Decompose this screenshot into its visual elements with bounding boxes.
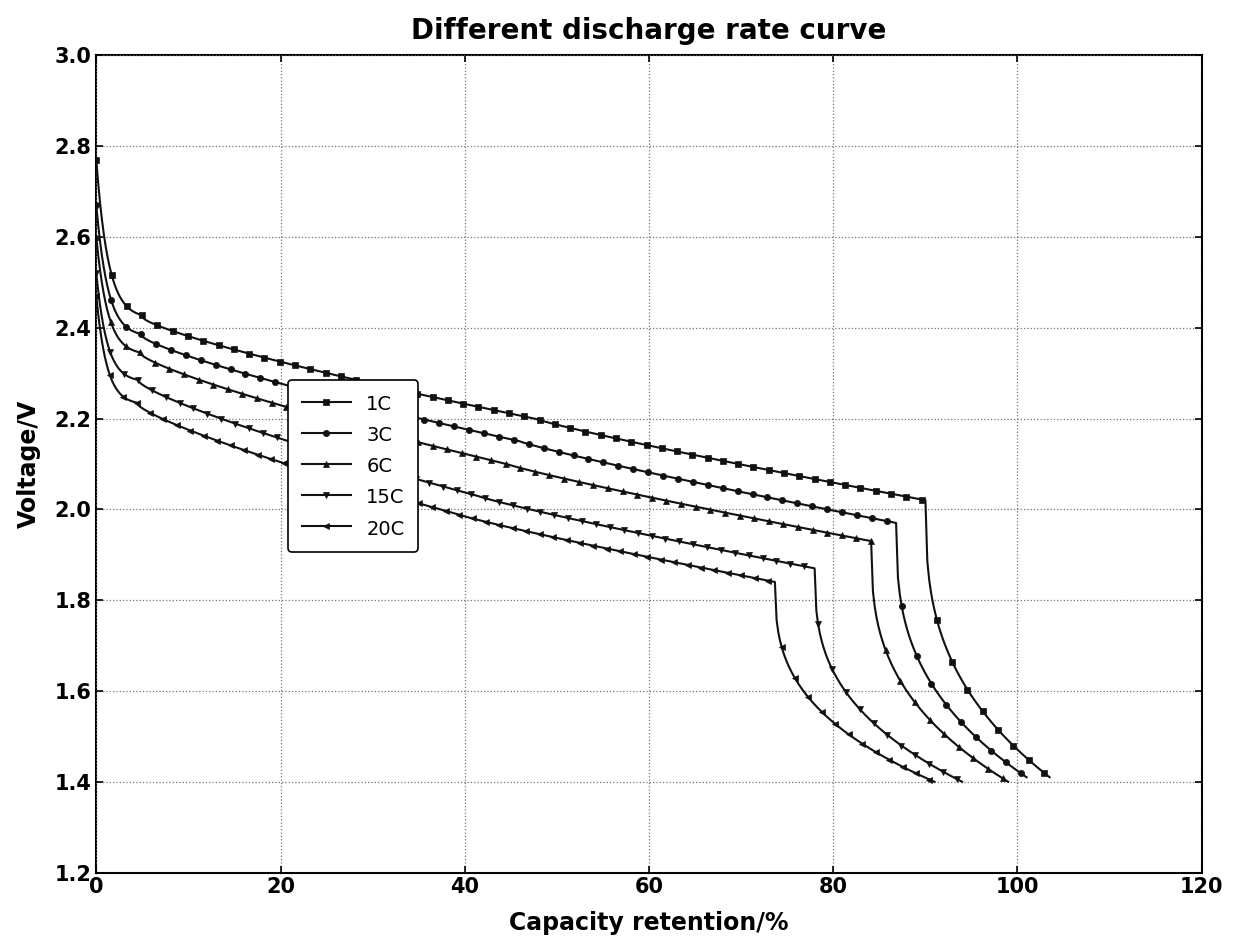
6C: [1001, 776, 1016, 787]
Title: Different discharge rate curve: Different discharge rate curve: [412, 17, 887, 45]
6C: [631, 489, 646, 501]
20C: [776, 646, 791, 658]
3C: [1019, 771, 1034, 783]
20C: [89, 290, 104, 302]
1C: [1042, 771, 1056, 783]
20C: [588, 541, 603, 552]
Legend: 1C, 3C, 6C, 15C, 20C: 1C, 3C, 6C, 15C, 20C: [289, 380, 418, 552]
3C: [536, 443, 551, 454]
6C: [522, 465, 537, 476]
3C: [89, 200, 104, 211]
15C: [934, 765, 949, 777]
3C: [531, 441, 546, 452]
1C: [870, 486, 885, 497]
15C: [89, 268, 104, 279]
20C: [906, 766, 921, 778]
20C: [492, 520, 507, 531]
1C: [656, 443, 671, 454]
Line: 20C: 20C: [93, 293, 937, 784]
20C: [542, 530, 557, 542]
20C: [487, 518, 502, 529]
1C: [542, 417, 557, 428]
1C: [605, 432, 620, 444]
6C: [89, 231, 104, 243]
3C: [642, 467, 657, 479]
Y-axis label: Voltage/V: Voltage/V: [16, 400, 41, 528]
15C: [557, 511, 572, 523]
1C: [89, 154, 104, 166]
15C: [604, 522, 619, 533]
15C: [500, 498, 515, 509]
1C: [1019, 752, 1034, 764]
X-axis label: Capacity retention/%: Capacity retention/%: [510, 911, 789, 935]
Line: 6C: 6C: [93, 234, 1012, 784]
1C: [547, 419, 562, 430]
6C: [583, 479, 598, 490]
6C: [527, 466, 542, 477]
6C: [836, 530, 851, 542]
3C: [852, 510, 867, 522]
20C: [928, 776, 942, 787]
15C: [799, 561, 813, 572]
3C: [593, 456, 608, 467]
15C: [505, 500, 520, 511]
Line: 3C: 3C: [93, 202, 1029, 781]
Line: 15C: 15C: [93, 270, 965, 784]
3C: [997, 755, 1012, 766]
15C: [955, 776, 970, 787]
Line: 1C: 1C: [93, 157, 1053, 781]
6C: [978, 762, 993, 773]
